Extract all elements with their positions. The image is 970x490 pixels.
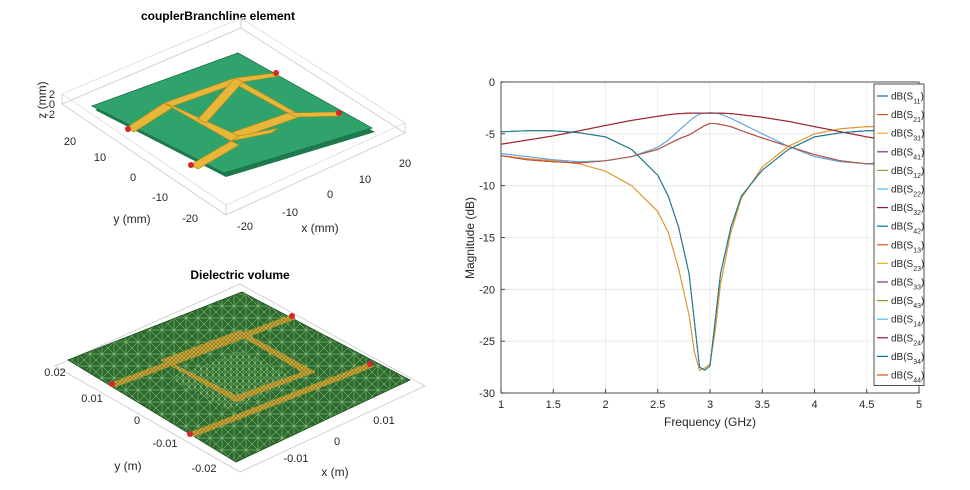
svg-text:-0.02: -0.02 — [191, 463, 216, 475]
y-tick-label: -20 — [479, 284, 495, 296]
y-tick-label: -10 — [479, 181, 495, 193]
plot1-x-ticks: -20 -10 0 10 20 — [237, 158, 411, 233]
y-tick-label: 0 — [489, 77, 495, 89]
svg-text:-20: -20 — [182, 213, 198, 225]
x-tick-label: 2 — [602, 399, 608, 411]
dielectric-mesh-plot: Dielectric volume 0.02 0.01 0 -0.01 -0.0… — [44, 268, 426, 479]
chart-legend: dB(S11)dB(S21)dB(S31)dB(S41)dB(S12)dB(S2… — [873, 83, 925, 387]
plot1-z-label: z (mm) — [35, 81, 49, 118]
svg-text:-0.01: -0.01 — [152, 438, 177, 450]
x-tick-label: 2.5 — [650, 399, 665, 411]
plot2-y-label: y (m) — [114, 459, 141, 473]
mesh-feed-ports — [109, 313, 373, 437]
svg-text:20: 20 — [399, 158, 411, 170]
series-line-24 — [500, 112, 920, 145]
mesh-strips — [110, 315, 374, 437]
y-tick-label: -30 — [479, 388, 495, 400]
series-line-34 — [500, 130, 920, 371]
x-tick-label: 4.5 — [859, 399, 874, 411]
svg-text:-10: -10 — [152, 192, 168, 204]
svg-text:0.02: 0.02 — [44, 367, 65, 379]
chart-x-label: Frequency (GHz) — [664, 415, 756, 429]
x-tick-label: 5 — [916, 399, 922, 411]
branchline-traces — [125, 72, 342, 170]
plot2-title: Dielectric volume — [190, 268, 290, 282]
plot2-box — [54, 283, 426, 473]
y-tick-label: -25 — [479, 336, 495, 348]
legend-box — [873, 83, 925, 387]
feed-ports — [125, 70, 342, 168]
plot1-y-label: y (mm) — [113, 212, 150, 226]
svg-text:0: 0 — [334, 436, 340, 448]
svg-text:0: 0 — [134, 415, 140, 427]
svg-text:-10: -10 — [282, 207, 298, 219]
mesh-refined-center — [170, 350, 298, 410]
plot2-x-label: x (m) — [321, 465, 348, 479]
y-tick-label: -5 — [485, 129, 495, 141]
x-tick-label: 3.5 — [755, 399, 770, 411]
series-line-23 — [500, 126, 920, 371]
chart-grid — [500, 81, 920, 394]
plot1-x-label: x (mm) — [301, 221, 338, 235]
svg-text:0: 0 — [49, 99, 55, 111]
x-tick-label: 1 — [498, 399, 504, 411]
svg-text:-0.01: -0.01 — [283, 453, 308, 465]
svg-text:-20: -20 — [237, 221, 253, 233]
chart-y-label: Magnitude (dB) — [463, 197, 477, 279]
plot2-y-ticks: 0.02 0.01 0 -0.01 -0.02 — [44, 367, 216, 475]
svg-text:0.01: 0.01 — [373, 415, 394, 427]
x-tick-label: 1.5 — [546, 399, 561, 411]
plot1-box — [61, 17, 406, 216]
svg-text:10: 10 — [94, 152, 106, 164]
substrate-board — [90, 52, 374, 174]
branchline-3d-plot: couplerBranchline element 2 0 — [35, 9, 411, 235]
plot1-title: couplerBranchline element — [141, 9, 295, 23]
svg-text:0: 0 — [130, 172, 136, 184]
svg-text:2: 2 — [49, 89, 55, 101]
svg-text:10: 10 — [359, 174, 371, 186]
y-tick-label: -15 — [479, 233, 495, 245]
x-tick-label: 4 — [811, 399, 817, 411]
svg-text:0: 0 — [327, 189, 333, 201]
plot2-x-ticks: -0.01 0 0.01 — [283, 415, 394, 465]
chart-x-ticks: 1 1.5 2 2.5 3 3.5 4 4.5 5 — [498, 389, 922, 411]
chart-y-ticks: 0 -5 -10 -15 -20 -25 -30 — [479, 77, 505, 400]
series-line-44 — [500, 123, 920, 165]
plot1-z-ticks: 2 0 -2 — [45, 89, 55, 121]
svg-text:20: 20 — [64, 136, 76, 148]
x-tick-label: 3 — [707, 399, 713, 411]
sparameter-chart: 1 1.5 2 2.5 3 3.5 4 4.5 5 0 -5 -10 -15 -20 -25 -30 Fre… — [463, 77, 925, 429]
svg-text:0.01: 0.01 — [81, 393, 102, 405]
chart-series-lines — [500, 112, 920, 371]
plot1-y-ticks: 20 10 0 -10 -20 — [64, 136, 198, 225]
svg-text:-2: -2 — [45, 109, 55, 121]
